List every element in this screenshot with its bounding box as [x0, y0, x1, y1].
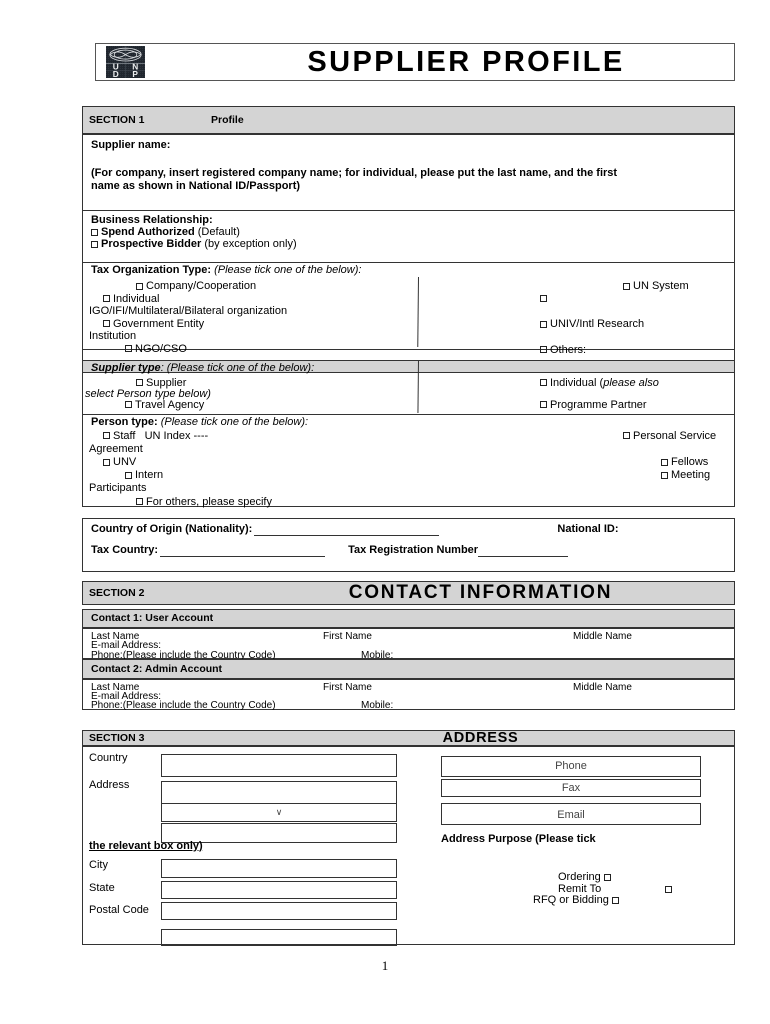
svg-text:P: P — [132, 69, 138, 78]
svg-text:D: D — [113, 69, 119, 78]
